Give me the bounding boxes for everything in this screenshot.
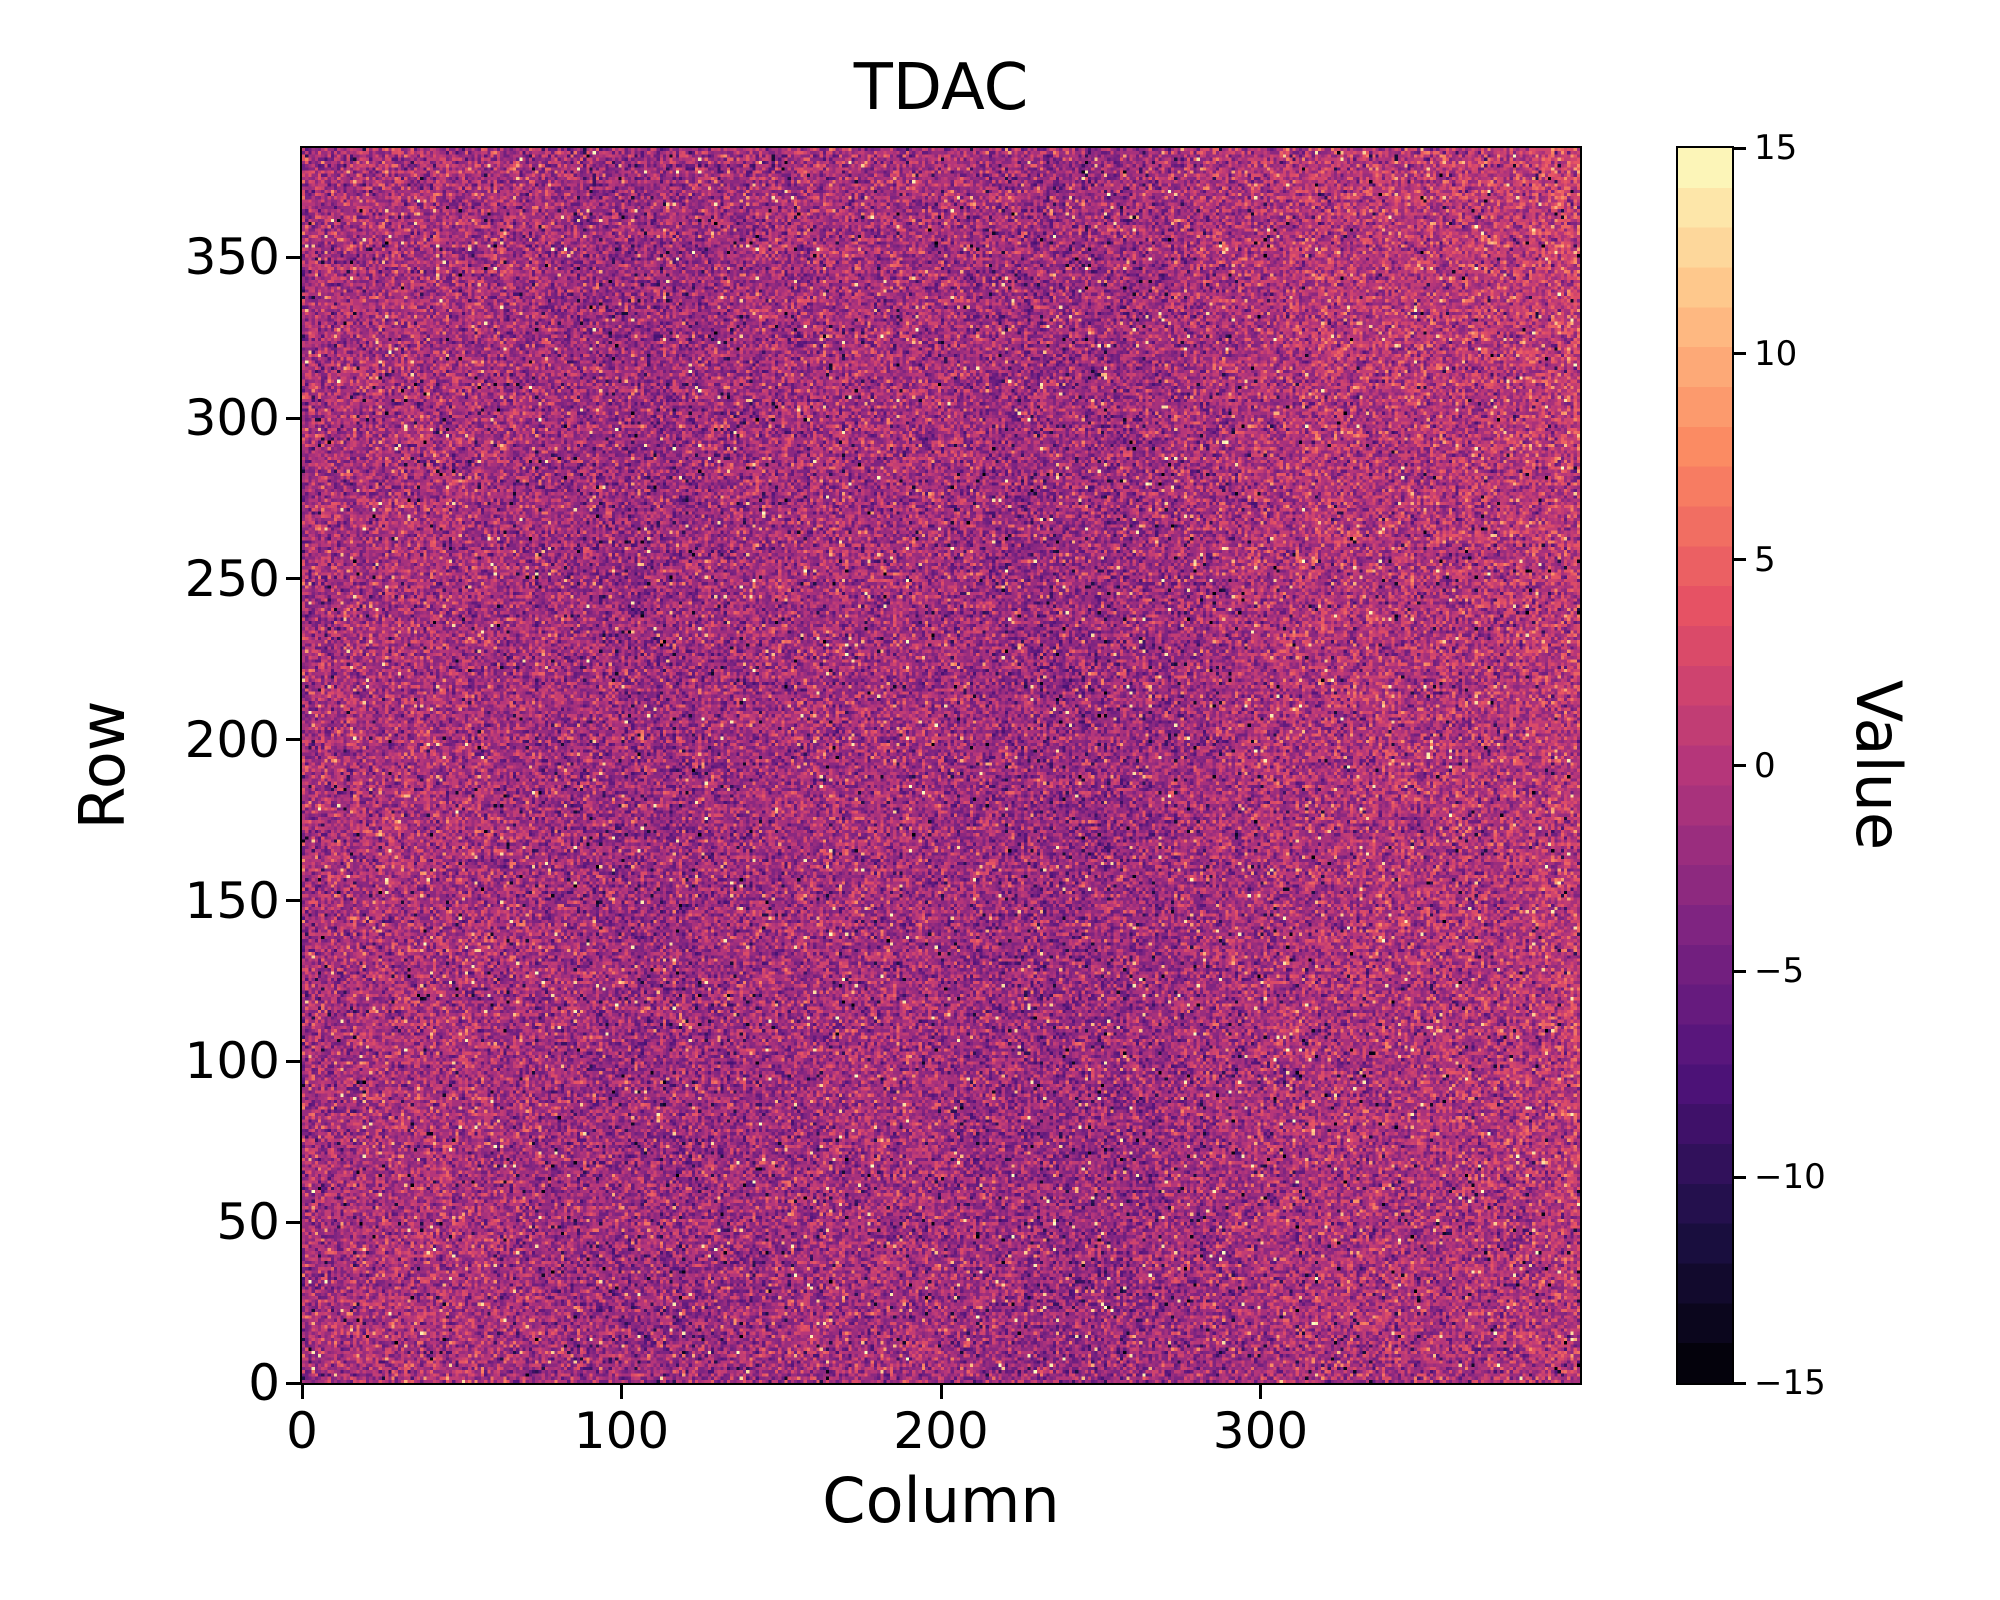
y-tick-mark: [286, 577, 300, 581]
heatmap-canvas: [302, 148, 1580, 1383]
y-tick-label: 300: [184, 389, 280, 448]
x-tick-mark: [620, 1385, 623, 1399]
colorbar-tick-mark: [1734, 969, 1746, 973]
y-tick-label: 0: [248, 1354, 280, 1412]
y-tick-mark: [286, 738, 300, 742]
y-tick-label: 250: [184, 549, 280, 608]
y-tick-label: 200: [184, 710, 280, 769]
colorbar-tick-label: 10: [1754, 333, 1798, 374]
colorbar-tick-mark: [1734, 558, 1746, 562]
colorbar-tick-mark: [1734, 1175, 1746, 1179]
colorbar-tick-label: 15: [1754, 128, 1798, 168]
y-tick-mark: [286, 416, 300, 420]
y-tick-mark: [286, 899, 300, 903]
x-tick-mark: [1259, 1385, 1262, 1399]
x-tick-label: 200: [893, 1402, 989, 1460]
colorbar-tick-mark: [1734, 146, 1746, 150]
colorbar-tick-label: −5: [1754, 951, 1805, 992]
x-axis-label: Column: [822, 1464, 1060, 1537]
x-tick-mark: [300, 1385, 304, 1399]
colorbar-tick-label: 0: [1754, 745, 1776, 786]
y-tick-label: 150: [184, 871, 280, 930]
x-tick-label: 100: [573, 1402, 670, 1460]
colorbar-tick-mark: [1734, 1381, 1746, 1385]
y-tick-label: 350: [184, 228, 280, 287]
colorbar-tick-mark: [1734, 352, 1746, 356]
x-tick-mark: [939, 1385, 943, 1399]
y-tick-mark: [286, 1381, 300, 1385]
colorbar-tick-label: −10: [1754, 1157, 1826, 1198]
y-tick-label: 100: [184, 1032, 280, 1091]
y-tick-mark: [286, 1059, 300, 1063]
colorbar-tick-label: −15: [1754, 1363, 1826, 1403]
colorbar-label: Value: [1842, 679, 1915, 851]
x-tick-label: 300: [1212, 1402, 1309, 1460]
colorbar-canvas: [1678, 148, 1732, 1383]
colorbar-tick-mark: [1734, 764, 1746, 767]
colorbar-tick-label: 5: [1754, 539, 1776, 580]
y-tick-mark: [286, 1220, 300, 1224]
y-tick-mark: [286, 255, 300, 259]
chart-title: TDAC: [853, 51, 1029, 125]
y-tick-label: 50: [216, 1193, 280, 1252]
x-tick-label: 0: [286, 1402, 318, 1460]
